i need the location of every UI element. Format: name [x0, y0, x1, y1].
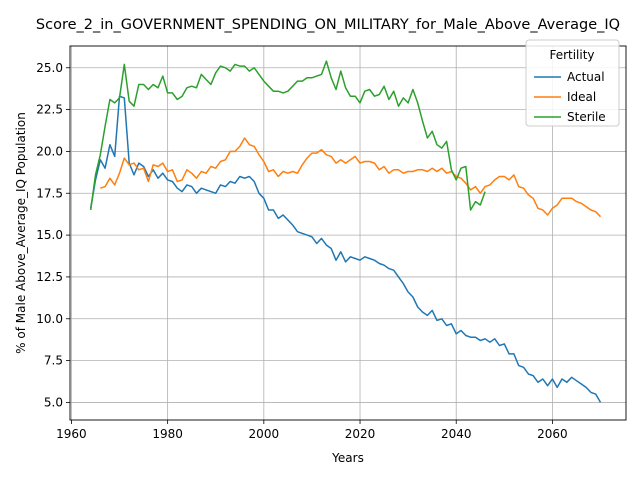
x-tick-label: 2020: [345, 427, 376, 441]
y-axis-label: % of Male Above_Average_IQ Population: [14, 112, 28, 354]
y-tick-label: 20.0: [36, 144, 63, 158]
x-tick-label: 2000: [249, 427, 280, 441]
plot-frame: [69, 45, 627, 421]
series-line-ideal: [100, 137, 602, 218]
x-tick-label: 1980: [152, 427, 183, 441]
legend-box: [525, 39, 620, 127]
y-tick-label: 12.5: [36, 270, 63, 284]
legend-label-sterile: Sterile: [567, 110, 606, 124]
y-tick-label: 15.0: [36, 228, 63, 242]
y-tick-label: 22.5: [36, 103, 63, 117]
legend-label-actual: Actual: [567, 70, 605, 84]
x-tick-label: 2060: [537, 427, 568, 441]
y-tick-label: 7.5: [44, 354, 63, 368]
chart-title: Score_2_in_GOVERNMENT_SPENDING_ON_MILITA…: [36, 17, 620, 33]
legend-entries: Actual Ideal Sterile: [534, 70, 606, 124]
y-tick-label: 17.5: [36, 186, 63, 200]
series-line-sterile: [89, 60, 486, 211]
legend-label-ideal: Ideal: [567, 90, 596, 104]
y-tick-label: 5.0: [44, 395, 63, 409]
x-axis-label: Years: [331, 451, 364, 465]
y-tick-label: 25.0: [36, 61, 63, 75]
series-line-actual: [89, 95, 602, 403]
legend: Fertility Actual Ideal Sterile: [525, 39, 620, 127]
x-tick-label: 1960: [56, 427, 87, 441]
x-tick-label: 2040: [441, 427, 472, 441]
y-tick-label: 10.0: [36, 312, 63, 326]
legend-title: Fertility: [549, 48, 594, 62]
series-lines: [89, 60, 602, 403]
axes: 1960 1980 2000 2020 2040 2060 5.0 7.5 10.0 12.5 15…: [36, 61, 567, 441]
